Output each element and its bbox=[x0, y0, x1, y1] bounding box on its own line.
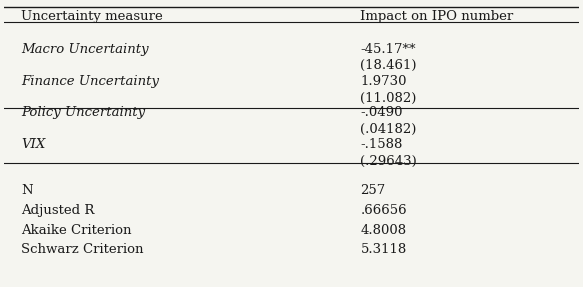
Text: -45.17**: -45.17** bbox=[360, 42, 416, 55]
Text: 1.9730: 1.9730 bbox=[360, 75, 407, 88]
Text: Schwarz Criterion: Schwarz Criterion bbox=[22, 243, 144, 257]
Text: (.04182): (.04182) bbox=[360, 123, 417, 136]
Text: (18.461): (18.461) bbox=[360, 59, 417, 72]
Text: VIX: VIX bbox=[22, 138, 45, 151]
Text: Uncertainty measure: Uncertainty measure bbox=[22, 10, 163, 23]
Text: N: N bbox=[22, 184, 33, 197]
Text: .66656: .66656 bbox=[360, 203, 407, 217]
Text: Impact on IPO number: Impact on IPO number bbox=[360, 10, 514, 23]
Text: (.29643): (.29643) bbox=[360, 155, 417, 168]
Text: Finance Uncertainty: Finance Uncertainty bbox=[22, 75, 159, 88]
Text: (11.082): (11.082) bbox=[360, 92, 417, 104]
Text: Akaike Criterion: Akaike Criterion bbox=[22, 224, 132, 236]
Text: Macro Uncertainty: Macro Uncertainty bbox=[22, 42, 149, 55]
Text: 257: 257 bbox=[360, 184, 386, 197]
Text: 4.8008: 4.8008 bbox=[360, 224, 406, 236]
Text: -.1588: -.1588 bbox=[360, 138, 403, 151]
Text: Adjusted R: Adjusted R bbox=[22, 203, 95, 217]
Text: -.0490: -.0490 bbox=[360, 106, 403, 119]
Text: 5.3118: 5.3118 bbox=[360, 243, 407, 257]
Text: Policy Uncertainty: Policy Uncertainty bbox=[22, 106, 146, 119]
